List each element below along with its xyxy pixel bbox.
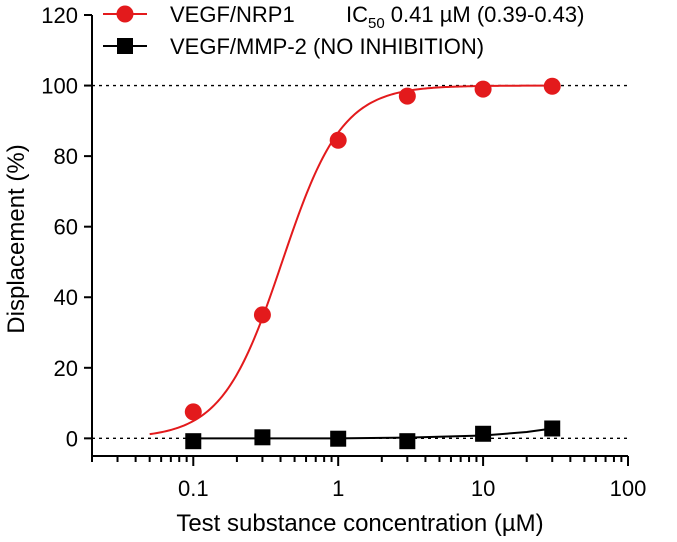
legend-nrp1-label: VEGF/NRP1 (170, 2, 295, 27)
mmp2-fit-curve (193, 427, 553, 440)
mmp2-data-point (330, 430, 347, 447)
legend-nrp1-ic50: IC50 0.41 µM (0.39-0.43) (346, 2, 584, 32)
x-tick-label: 1 (332, 476, 344, 501)
y-tick-label: 80 (54, 144, 78, 169)
y-tick-label: 20 (54, 356, 78, 381)
y-tick-label: 100 (41, 74, 78, 99)
y-axis-ticks: 0 20 40 60 80 100 120 (41, 3, 92, 451)
mmp2-data-point (475, 425, 492, 442)
y-tick-label: 120 (41, 3, 78, 28)
x-axis-ticks: 0.1 1 10 100 (91, 456, 647, 501)
legend-entry-nrp1: VEGF/NRP1 IC50 0.41 µM (0.39-0.43) (103, 2, 584, 32)
legend-entry-mmp2: VEGF/MMP-2 (NO INHIBITION) (103, 34, 484, 59)
nrp1-fit-curve (149, 84, 553, 436)
reference-lines (92, 84, 628, 440)
legend-mmp2-marker (117, 38, 133, 54)
x-axis-title: Test substance concentration (µM) (176, 510, 543, 537)
mmp2-data-point (544, 420, 561, 437)
x-tick-label: 0.1 (178, 476, 209, 501)
legend: VEGF/NRP1 IC50 0.41 µM (0.39-0.43) VEGF/… (103, 2, 584, 59)
legend-mmp2-label: VEGF/MMP-2 (NO INHIBITION) (170, 34, 484, 59)
nrp1-data-point (474, 80, 492, 98)
legend-nrp1-marker (116, 5, 134, 23)
series-layer (149, 77, 561, 450)
nrp1-data-point (184, 403, 202, 421)
mmp2-data-point (399, 433, 416, 450)
y-tick-label: 40 (54, 285, 78, 310)
mmp2-data-point (185, 433, 202, 450)
nrp1-data-point (253, 306, 271, 324)
y-tick-label: 0 (66, 426, 78, 451)
ic50-subscript: 50 (368, 15, 385, 32)
y-axis-title: Displacement (%) (3, 144, 30, 333)
legend-nrp1-name: VEGF/NRP1 (170, 2, 295, 27)
nrp1-data-point (329, 131, 347, 149)
y-tick-label: 60 (54, 215, 78, 240)
nrp1-data-point (543, 77, 561, 95)
mmp2-data-point (254, 429, 271, 446)
ic50-value: 0.41 µM (0.39-0.43) (385, 2, 585, 27)
x-tick-label: 100 (610, 476, 647, 501)
nrp1-data-point (398, 87, 416, 105)
ic50-prefix: IC (346, 2, 368, 27)
x-tick-label: 10 (471, 476, 495, 501)
